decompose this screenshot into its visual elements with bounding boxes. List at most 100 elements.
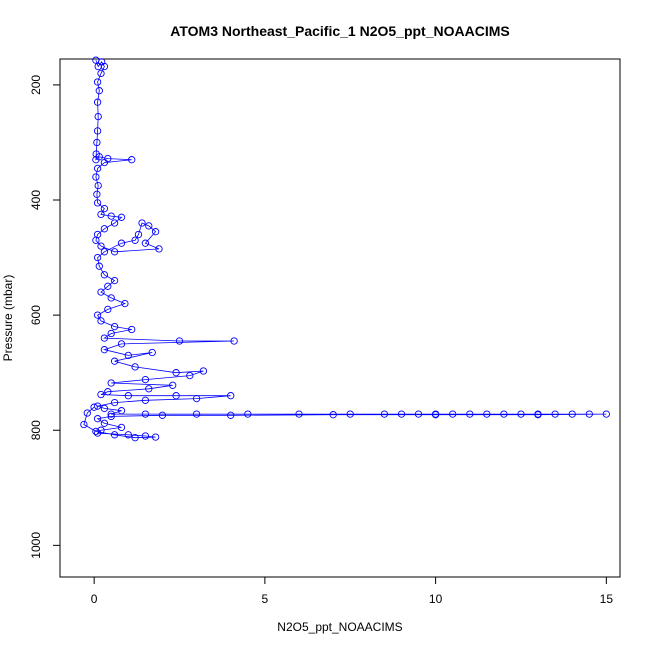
data-point (80, 420, 88, 429)
data-point (551, 410, 559, 418)
data-point (92, 427, 100, 436)
data-point (192, 410, 201, 418)
data-point (534, 411, 542, 419)
data-point (131, 236, 139, 244)
data-point (230, 337, 238, 345)
data-point (124, 431, 132, 439)
data-point (186, 371, 194, 380)
data-point (100, 158, 109, 167)
data-point (141, 432, 150, 440)
data-point (431, 411, 440, 419)
data-point (97, 210, 105, 219)
data-point (97, 242, 105, 250)
y-axis: 200 400 600 800 1000 (29, 75, 61, 559)
data-point (97, 69, 105, 78)
data-point (397, 410, 406, 418)
data-point (148, 348, 156, 357)
data-point (110, 398, 119, 407)
data-point (124, 351, 132, 360)
data-point (93, 164, 102, 173)
y-axis-label: Pressure (mbar) (1, 275, 15, 362)
data-point (93, 253, 102, 262)
data-point (100, 404, 109, 413)
data-point (107, 412, 115, 421)
data-point (97, 317, 105, 325)
data-point (110, 276, 119, 285)
data-point (93, 415, 102, 423)
data-point (93, 127, 102, 135)
data-point (110, 219, 119, 227)
data-point (93, 402, 102, 410)
data-point (93, 429, 102, 437)
data-point (117, 423, 126, 432)
data-point (100, 248, 109, 256)
data-point (134, 230, 143, 239)
data-point (466, 410, 474, 418)
data-point (172, 369, 180, 377)
x-tick-label: 0 (91, 592, 98, 606)
data-point (329, 411, 337, 419)
data-point (83, 409, 91, 417)
data-point (93, 138, 101, 147)
data-point (107, 410, 115, 418)
data-point (346, 410, 354, 418)
data-point (380, 410, 389, 418)
data-point (169, 381, 177, 389)
data-point (141, 375, 150, 384)
data-point (110, 357, 119, 365)
data-point (151, 433, 160, 441)
data-point (93, 98, 102, 106)
data-point (93, 199, 102, 207)
y-tick-label: 1000 (29, 532, 43, 559)
data-point (568, 410, 576, 418)
data-point (131, 434, 139, 442)
data-point (95, 87, 103, 95)
data-point (100, 62, 109, 71)
y-tick-label: 400 (29, 190, 43, 210)
data-point (227, 392, 235, 400)
data-point (602, 410, 610, 418)
data-point (110, 322, 119, 331)
data-point (95, 153, 103, 161)
x-tick-label: 15 (600, 592, 614, 606)
x-tick-label: 5 (262, 592, 269, 606)
data-point (100, 346, 109, 354)
data-point (145, 222, 153, 230)
data-point (141, 396, 150, 404)
data-point (93, 311, 102, 319)
data-point (107, 379, 115, 387)
data-point (117, 340, 126, 348)
data-point (92, 236, 100, 244)
data-point (585, 410, 593, 418)
data-point (158, 411, 167, 419)
data-point (117, 239, 126, 247)
data-point (110, 431, 119, 439)
data-point (94, 112, 102, 121)
data-point (295, 410, 303, 418)
chart-title: ATOM3 Northeast_Pacific_1 N2O5_ppt_NOAAC… (170, 23, 509, 39)
data-point (95, 262, 103, 270)
data-point (107, 329, 115, 338)
data-layer (80, 56, 610, 442)
data-point (227, 411, 235, 419)
data-point (97, 390, 105, 399)
data-point (175, 337, 184, 345)
data-point (107, 294, 115, 302)
data-point (121, 299, 129, 308)
data-point (104, 388, 112, 396)
data-point (192, 394, 201, 403)
data-point (104, 282, 112, 290)
plot-frame (59, 58, 621, 578)
data-point (94, 181, 102, 190)
data-point (93, 190, 101, 198)
data-point (155, 245, 163, 253)
data-point (110, 248, 119, 256)
data-point (90, 403, 98, 411)
data-point (500, 410, 508, 418)
data-point (128, 156, 136, 164)
y-tick-label: 600 (29, 305, 43, 325)
y-tick-label: 200 (29, 75, 43, 95)
x-axis-label: N2O5_ppt_NOAACIMS (277, 620, 402, 634)
data-point (93, 78, 102, 86)
